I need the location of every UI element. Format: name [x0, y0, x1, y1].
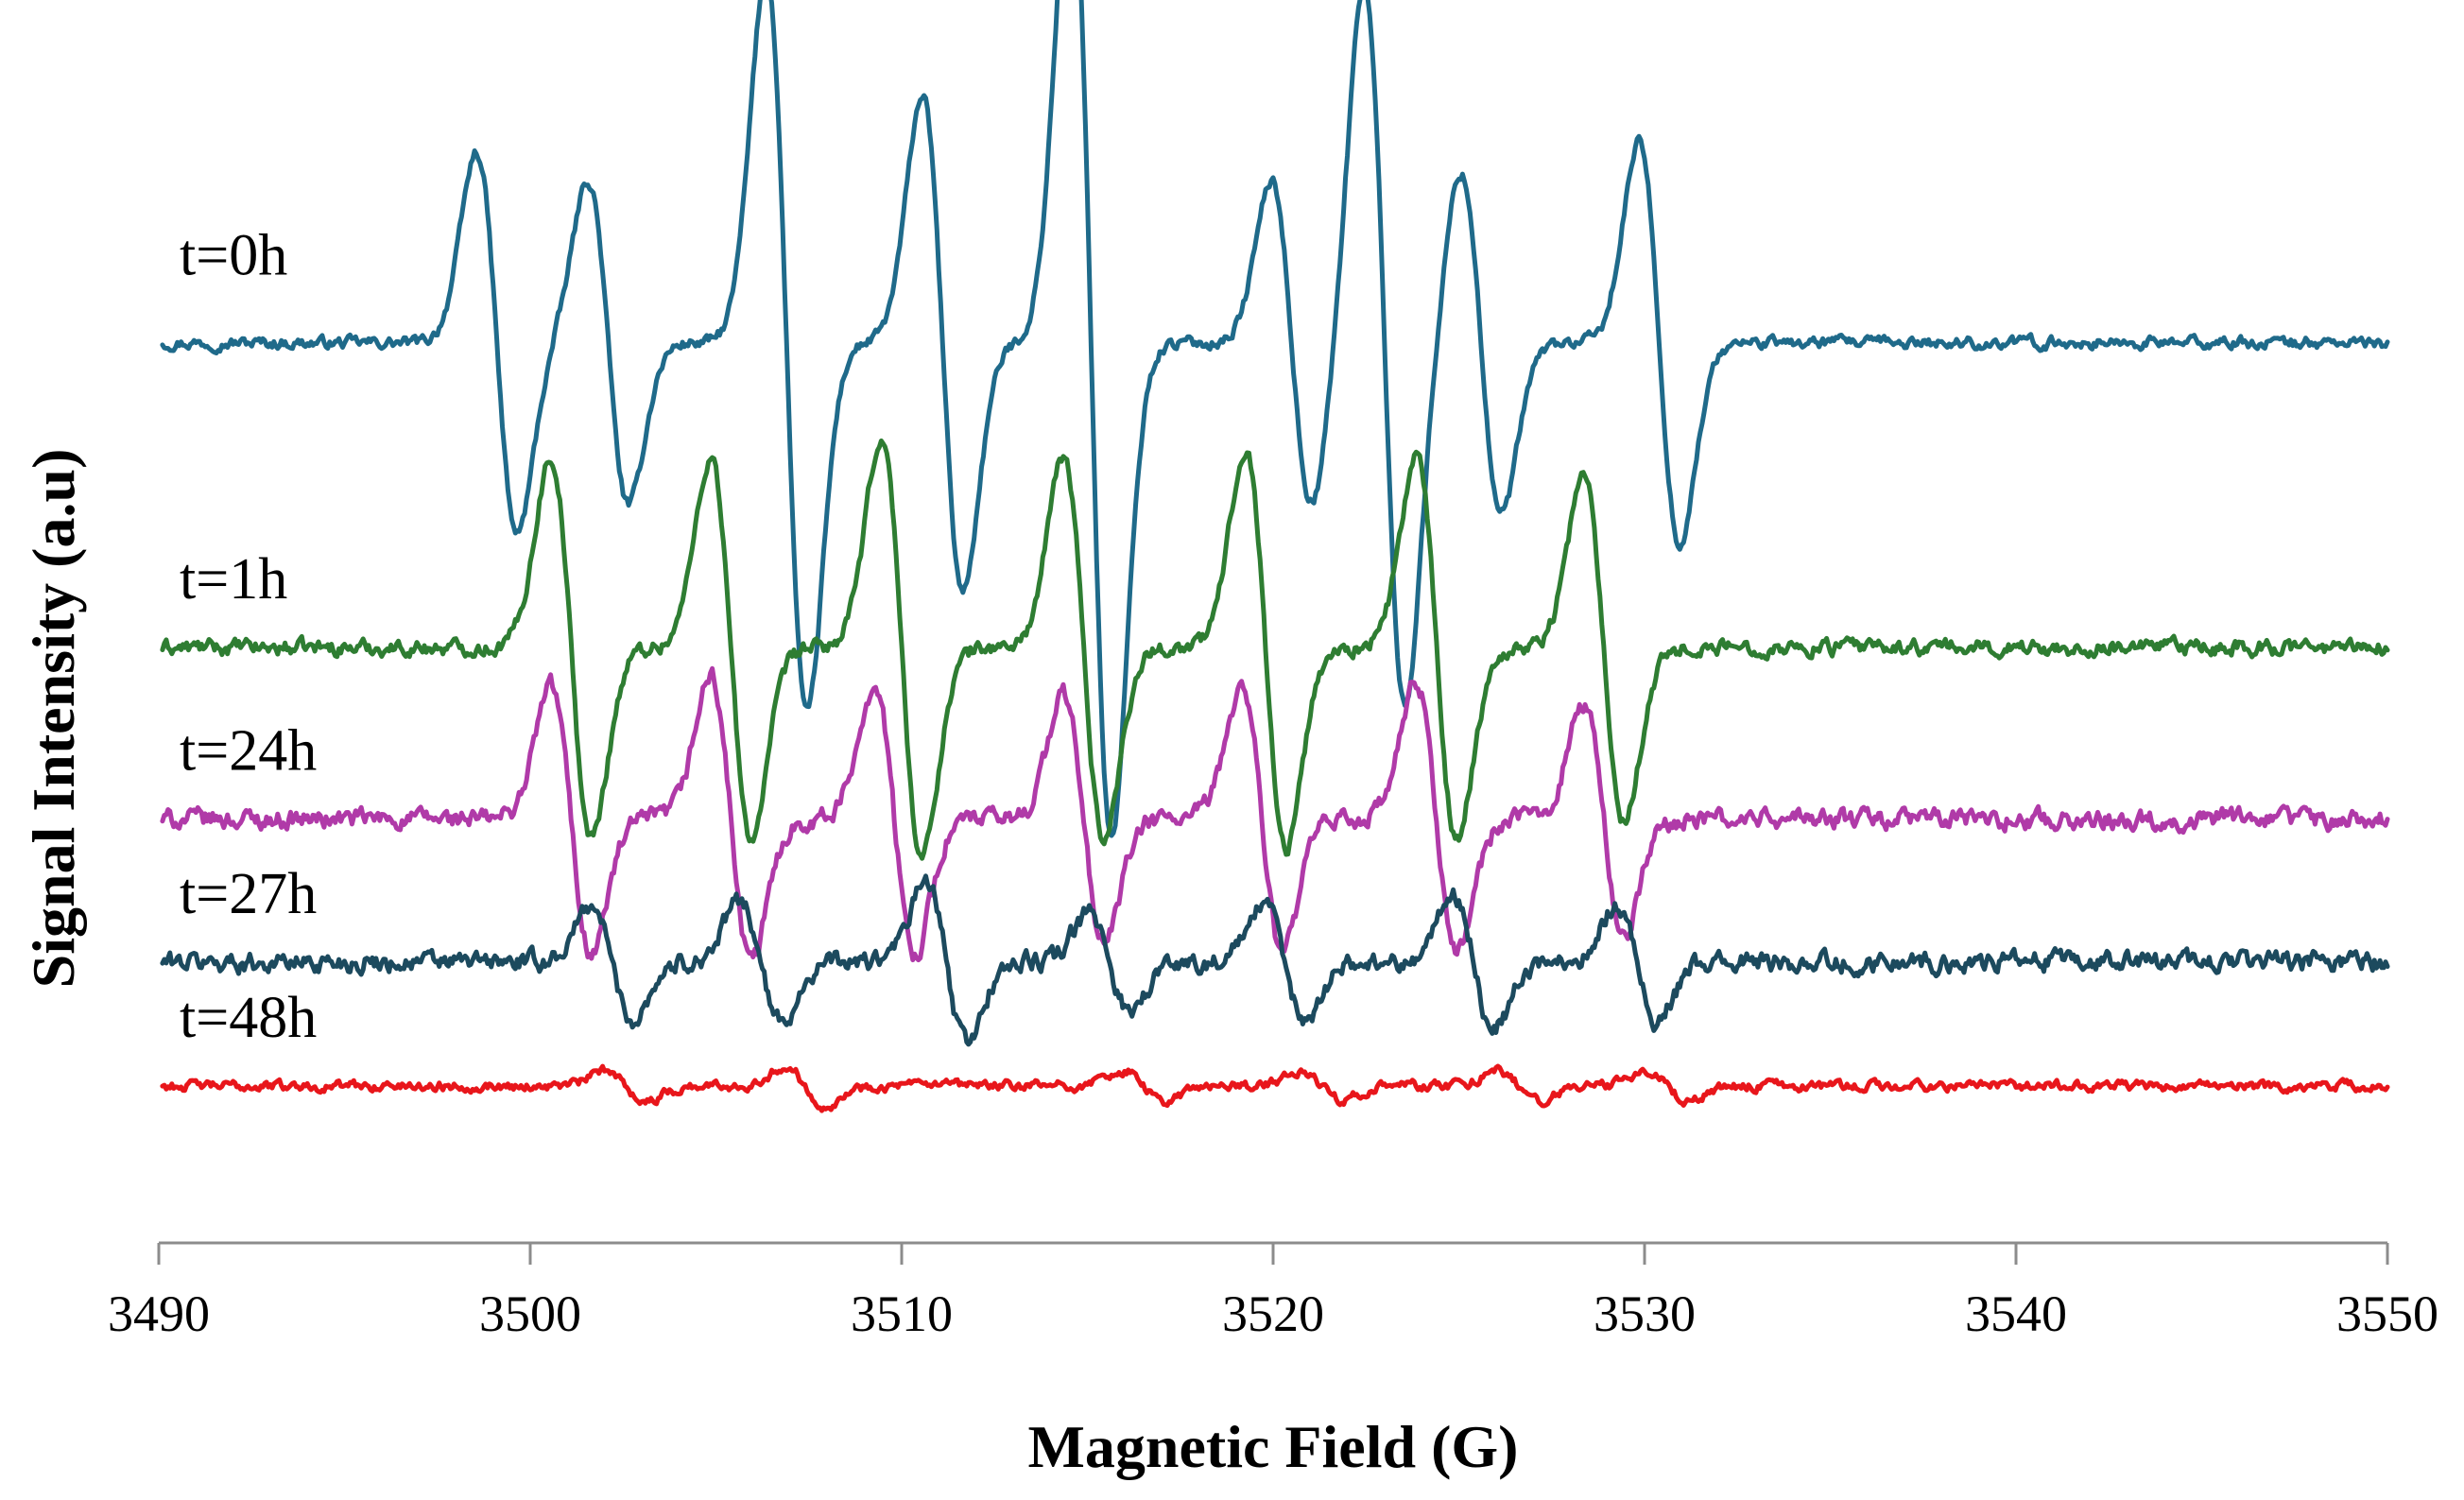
x-axis-ticks — [157, 1243, 2389, 1265]
x-tick-label-3540: 3540 — [1965, 1285, 2067, 1342]
series-label-t-24h: t=24h — [180, 719, 317, 784]
y-axis-title: Signal Intensity (a.u) — [20, 449, 87, 989]
spectra-traces — [160, 0, 2390, 1113]
series-line-t-0h — [160, 0, 2390, 838]
x-tick-label-3550: 3550 — [2336, 1285, 2438, 1342]
series-label-t-0h: t=0h — [180, 224, 287, 288]
series-line-t-48h — [160, 1063, 2390, 1113]
series-label-t-27h: t=27h — [180, 862, 317, 926]
series-label-t-48h: t=48h — [180, 986, 317, 1050]
series-label-t-1h: t=1h — [180, 547, 287, 612]
x-axis-tick-labels: 3490 3500 3510 3520 3530 3540 3550 — [108, 1285, 2438, 1342]
x-tick-label-3500: 3500 — [479, 1285, 581, 1342]
x-tick-label-3530: 3530 — [1594, 1285, 1696, 1342]
x-tick-label-3520: 3520 — [1222, 1285, 1324, 1342]
series-line-t-27h — [160, 873, 2390, 1047]
series-line-t-24h — [160, 665, 2390, 963]
series-line-t-1h — [160, 438, 2390, 861]
x-axis-title: Magnetic Field (G) — [1028, 1413, 1519, 1480]
x-tick-label-3490: 3490 — [108, 1285, 210, 1342]
x-tick-label-3510: 3510 — [851, 1285, 953, 1342]
series-labels: t=0h t=1h t=24h t=27h t=48h — [180, 224, 317, 1050]
